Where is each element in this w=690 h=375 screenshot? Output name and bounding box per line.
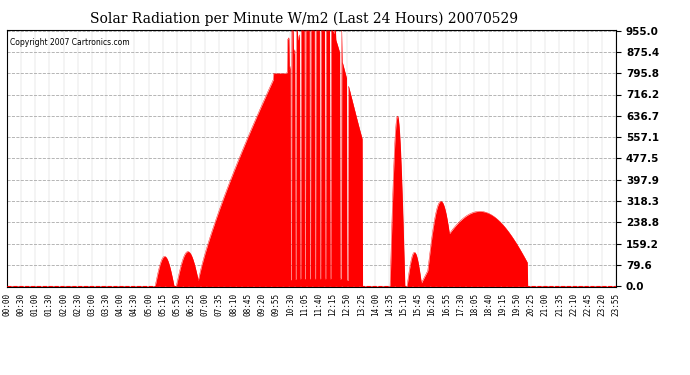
Text: Solar Radiation per Minute W/m2 (Last 24 Hours) 20070529: Solar Radiation per Minute W/m2 (Last 24…	[90, 11, 518, 26]
Text: Copyright 2007 Cartronics.com: Copyright 2007 Cartronics.com	[10, 38, 130, 47]
